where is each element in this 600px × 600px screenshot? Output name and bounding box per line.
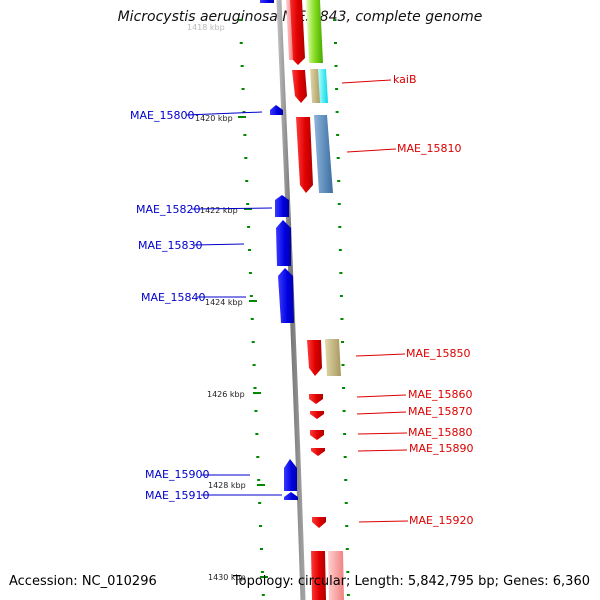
gene-arrow[interactable] bbox=[310, 411, 324, 419]
gene-arrow[interactable] bbox=[311, 551, 326, 600]
gene-band bbox=[328, 551, 344, 600]
gene-arrow[interactable] bbox=[278, 268, 294, 323]
gene-label[interactable]: MAE_15840 bbox=[141, 291, 205, 304]
minus-strand-labels: MAE_15800 MAE_15820 MAE_15830 MAE_15840 … bbox=[130, 109, 282, 502]
label-leader-line bbox=[358, 520, 409, 523]
topology-summary: Topology: circular; Length: 5,842,795 bp… bbox=[232, 574, 590, 589]
gene-arrow[interactable] bbox=[309, 394, 323, 404]
gene-label[interactable]: MAE_15820 bbox=[136, 203, 200, 216]
label-leader-line bbox=[355, 353, 406, 357]
label-leader-line bbox=[357, 449, 408, 452]
label-leader-line bbox=[357, 432, 408, 435]
plus-strand-genes bbox=[286, 0, 344, 600]
label-leader-line bbox=[185, 111, 263, 116]
label-leader-line bbox=[346, 148, 397, 153]
label-leader-line bbox=[193, 243, 245, 246]
kbp-label: 1428 kbp bbox=[208, 481, 246, 490]
gene-label[interactable]: MAE_15900 bbox=[145, 468, 209, 481]
kbp-label: 1426 kbp bbox=[207, 390, 245, 399]
gene-arrow[interactable] bbox=[270, 105, 283, 115]
gene-label[interactable]: MAE_15800 bbox=[130, 109, 194, 122]
gene-arrow[interactable] bbox=[310, 430, 324, 440]
kbp-label: 1424 kbp bbox=[205, 298, 243, 307]
gene-band bbox=[314, 115, 333, 193]
gene-label[interactable]: MAE_15830 bbox=[138, 239, 202, 252]
gene-arrow[interactable] bbox=[311, 448, 325, 456]
minus-strand-tick-track bbox=[238, 19, 265, 596]
gene-arrow[interactable] bbox=[260, 0, 274, 3]
minus-strand-genes bbox=[260, 0, 298, 500]
gene-arrow[interactable] bbox=[307, 340, 322, 376]
gene-label[interactable]: kaiB bbox=[393, 73, 417, 86]
gene-band bbox=[325, 339, 341, 376]
gene-arrow[interactable] bbox=[284, 459, 297, 491]
label-leader-line bbox=[356, 394, 407, 398]
gene-band bbox=[310, 69, 321, 103]
label-leader-line bbox=[356, 411, 407, 415]
label-leader-line bbox=[191, 207, 273, 210]
gene-label[interactable]: MAE_15890 bbox=[409, 442, 473, 455]
gene-label[interactable]: MAE_15910 bbox=[145, 489, 209, 502]
plus-strand-tick-track bbox=[333, 19, 350, 596]
label-leader-line bbox=[341, 79, 392, 84]
gene-label[interactable]: MAE_15860 bbox=[408, 388, 472, 401]
gene-band bbox=[318, 69, 328, 103]
kbp-label: 1420 kbp bbox=[195, 114, 233, 123]
gene-arrow[interactable] bbox=[284, 492, 298, 500]
gene-arrow[interactable] bbox=[276, 220, 291, 266]
gene-label[interactable]: MAE_15850 bbox=[406, 347, 470, 360]
gene-arrow[interactable] bbox=[275, 195, 289, 217]
gene-label[interactable]: MAE_15870 bbox=[408, 405, 472, 418]
kbp-label: 1430 kbp bbox=[208, 573, 246, 582]
gene-label[interactable]: MAE_15880 bbox=[408, 426, 472, 439]
gene-band bbox=[286, 0, 293, 60]
gene-label[interactable]: MAE_15920 bbox=[409, 514, 473, 527]
kbp-label: 1422 kbp bbox=[200, 206, 238, 215]
gene-arrow[interactable] bbox=[312, 517, 326, 528]
kbp-scale: 1418 kbp 1420 kbp 1422 kbp 1424 kbp 1426… bbox=[187, 23, 268, 582]
gene-arrow[interactable] bbox=[292, 70, 307, 103]
gene-label[interactable]: MAE_15810 bbox=[397, 142, 461, 155]
accession-label: Accession: NC_010296 bbox=[9, 574, 157, 589]
plus-strand-labels: kaiB MAE_15810 MAE_15850 MAE_15860 MAE_1… bbox=[341, 73, 473, 527]
gene-band bbox=[306, 0, 323, 63]
kbp-label: 1418 kbp bbox=[187, 23, 225, 32]
gene-arrow[interactable] bbox=[296, 117, 313, 193]
